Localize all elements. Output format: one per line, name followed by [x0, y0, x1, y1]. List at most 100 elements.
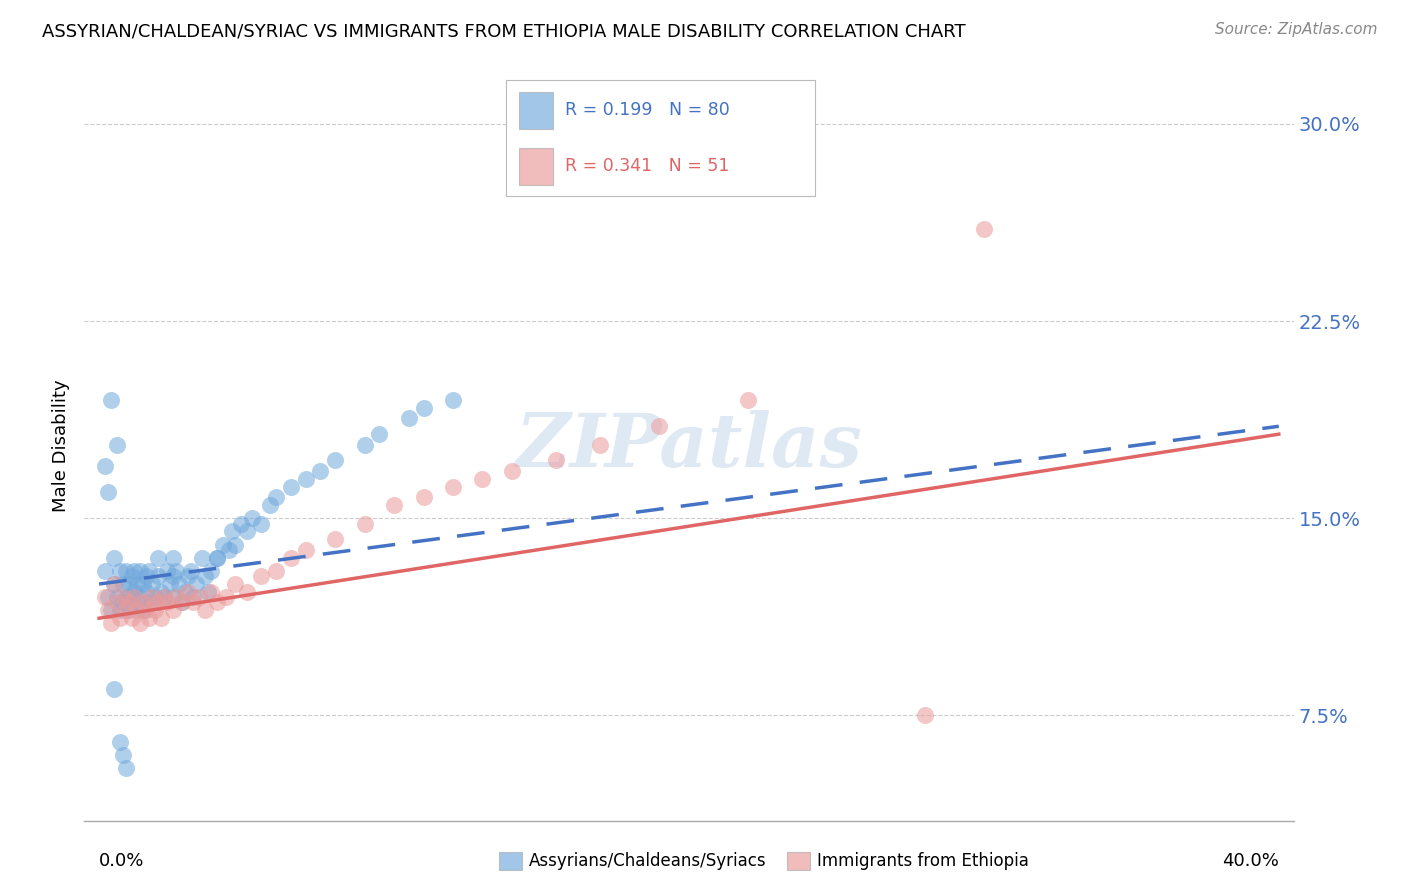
Point: [127, 595, 149, 609]
Point: [441, 392, 464, 407]
Point: [242, 511, 264, 525]
Point: [103, 682, 125, 697]
Text: R = 0.199   N = 80: R = 0.199 N = 80: [565, 102, 730, 120]
Point: [294, 542, 316, 557]
Point: [105, 438, 128, 452]
Point: [170, 595, 193, 609]
Point: [114, 590, 136, 604]
Point: [162, 603, 184, 617]
Point: [105, 595, 128, 609]
Point: [143, 590, 166, 604]
Point: [212, 538, 235, 552]
Point: [132, 577, 155, 591]
Point: [124, 585, 146, 599]
Point: [200, 564, 222, 578]
Point: [165, 564, 187, 578]
Text: Assyrians/Chaldeans/Syriacs: Assyrians/Chaldeans/Syriacs: [529, 852, 766, 870]
Point: [224, 577, 246, 591]
Point: [129, 564, 152, 578]
Point: [94, 590, 117, 604]
Point: [100, 392, 122, 407]
Point: [100, 603, 122, 617]
Point: [183, 590, 205, 604]
Point: [103, 550, 125, 565]
Point: [167, 577, 190, 591]
Point: [353, 438, 375, 452]
Point: [224, 538, 246, 552]
Point: [138, 564, 160, 578]
Point: [97, 603, 120, 617]
Point: [100, 616, 122, 631]
Point: [353, 516, 375, 531]
Point: [127, 577, 149, 591]
Point: [280, 550, 302, 565]
Point: [150, 585, 173, 599]
Point: [183, 595, 205, 609]
Point: [121, 611, 143, 625]
Point: [117, 603, 139, 617]
Point: [165, 590, 187, 604]
Point: [124, 590, 146, 604]
Point: [121, 590, 143, 604]
Point: [124, 564, 146, 578]
Point: [264, 490, 287, 504]
Text: Immigrants from Ethiopia: Immigrants from Ethiopia: [817, 852, 1029, 870]
Point: [114, 564, 136, 578]
Point: [309, 464, 332, 478]
Point: [471, 472, 494, 486]
Point: [176, 585, 198, 599]
Point: [589, 438, 612, 452]
Point: [323, 453, 346, 467]
Point: [129, 616, 152, 631]
Point: [146, 569, 169, 583]
Point: [141, 577, 163, 591]
Point: [215, 590, 238, 604]
Point: [143, 603, 166, 617]
Point: [176, 569, 198, 583]
Point: [170, 595, 193, 609]
Point: [150, 611, 173, 625]
Point: [194, 603, 217, 617]
Point: [235, 524, 257, 539]
Text: ZIPatlas: ZIPatlas: [516, 409, 862, 483]
Point: [156, 564, 179, 578]
Text: Source: ZipAtlas.com: Source: ZipAtlas.com: [1215, 22, 1378, 37]
Point: [114, 603, 136, 617]
Point: [135, 603, 157, 617]
Y-axis label: Male Disability: Male Disability: [52, 380, 70, 512]
Point: [162, 550, 184, 565]
Point: [153, 590, 176, 604]
Point: [103, 577, 125, 591]
Point: [973, 222, 995, 236]
Point: [94, 564, 117, 578]
Point: [129, 590, 152, 604]
Point: [111, 747, 134, 762]
Point: [205, 550, 228, 565]
Point: [737, 392, 759, 407]
Point: [153, 590, 176, 604]
Text: R = 0.341   N = 51: R = 0.341 N = 51: [565, 157, 730, 175]
Point: [264, 564, 287, 578]
Point: [108, 611, 131, 625]
Point: [173, 585, 195, 599]
Point: [111, 577, 134, 591]
Point: [197, 585, 219, 599]
Point: [121, 569, 143, 583]
Point: [97, 485, 120, 500]
Point: [156, 595, 179, 609]
Point: [205, 595, 228, 609]
Point: [229, 516, 252, 531]
FancyBboxPatch shape: [519, 92, 553, 129]
Point: [186, 577, 208, 591]
Point: [138, 611, 160, 625]
Point: [135, 569, 157, 583]
Point: [117, 595, 139, 609]
Point: [114, 761, 136, 775]
Point: [194, 569, 217, 583]
Point: [108, 735, 131, 749]
Point: [127, 603, 149, 617]
Point: [250, 516, 273, 531]
Point: [323, 533, 346, 547]
Point: [382, 498, 405, 512]
Text: 40.0%: 40.0%: [1222, 852, 1279, 871]
